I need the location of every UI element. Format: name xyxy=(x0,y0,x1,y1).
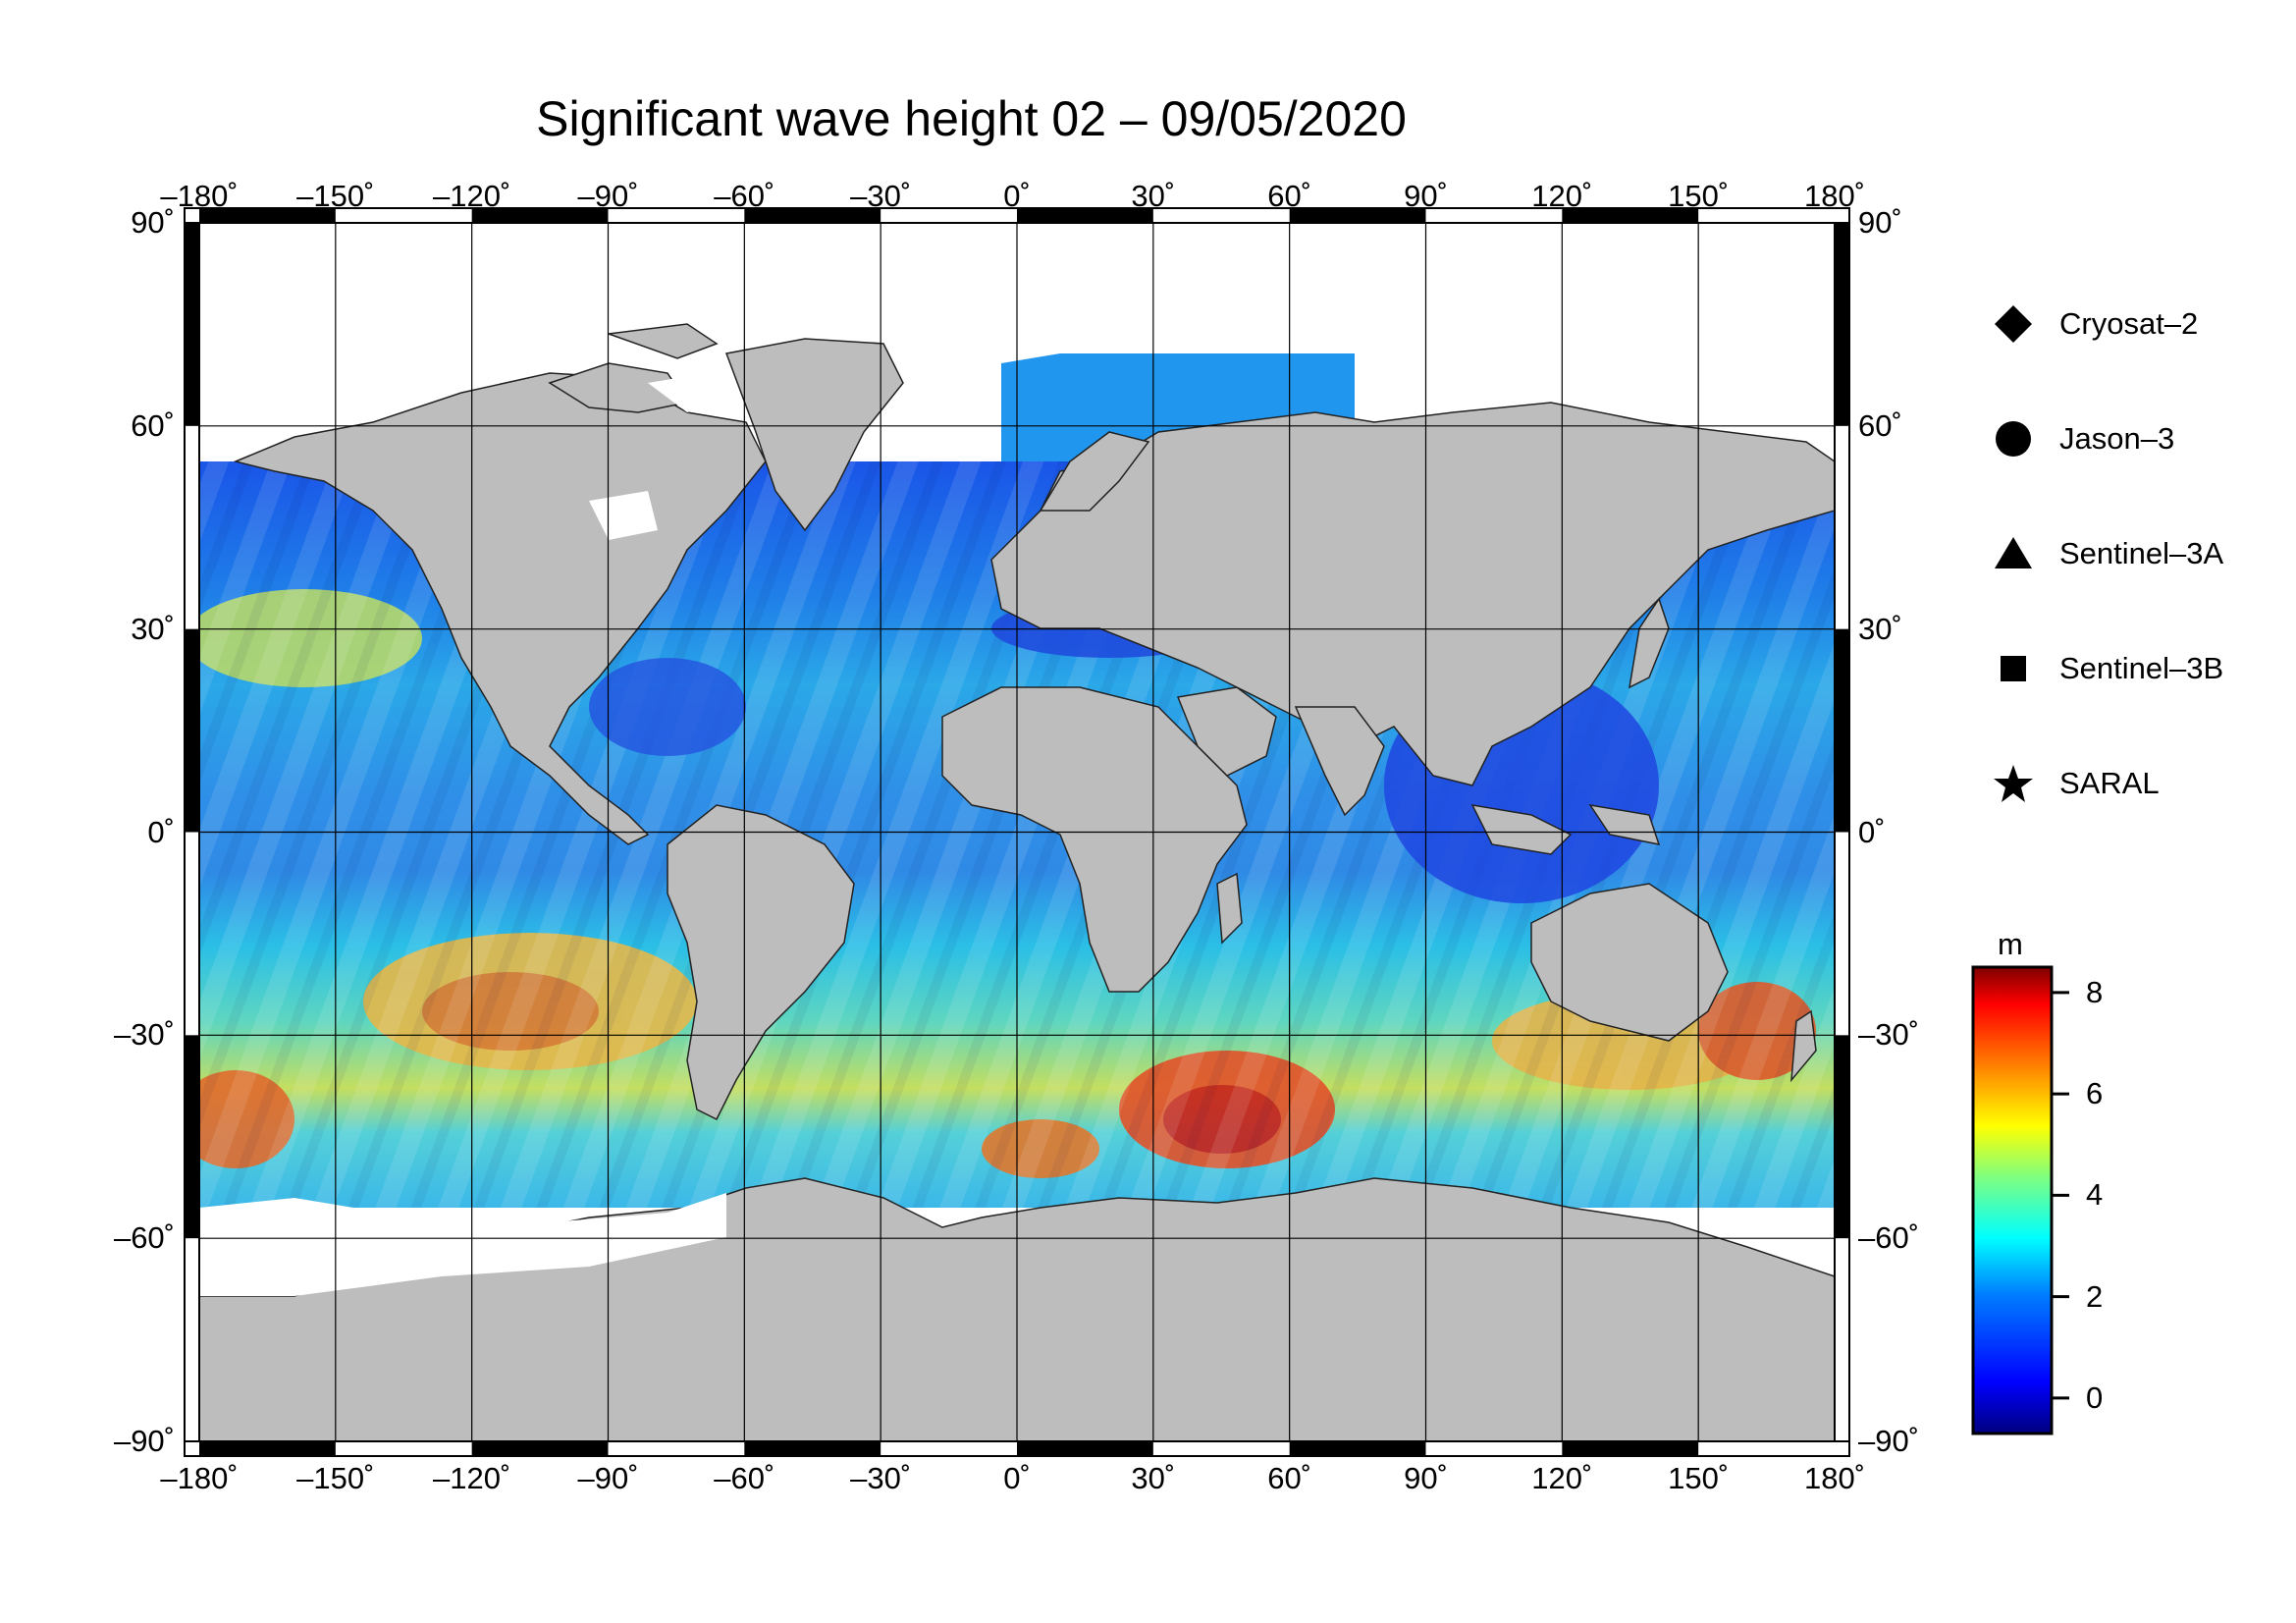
colorbar-unit: m xyxy=(1998,927,2023,961)
lon-tick-label-bottom: 150˚ xyxy=(1668,1461,1730,1495)
lon-tick-label-top: 60˚ xyxy=(1267,179,1312,213)
frame-check xyxy=(1562,1441,1699,1456)
legend-label: Sentinel–3B xyxy=(2059,651,2224,685)
lat-tick-label-right: 0˚ xyxy=(1858,814,1886,849)
frame-check xyxy=(744,208,881,223)
lat-tick-label-right: –30˚ xyxy=(1858,1017,1920,1053)
lon-tick-label-top: –30˚ xyxy=(850,179,912,213)
frame-check xyxy=(1289,208,1426,223)
colorbar-tick-label: 2 xyxy=(2086,1278,2104,1314)
frame-check xyxy=(471,1441,609,1456)
frame-check xyxy=(185,223,199,426)
frame-check xyxy=(1835,1035,1849,1239)
square-icon xyxy=(2001,656,2026,681)
lon-tick-label-top: –60˚ xyxy=(714,179,775,213)
lon-tick-label-bottom: –60˚ xyxy=(714,1461,775,1495)
frame-check xyxy=(471,208,609,223)
lat-tick-label-left: 30˚ xyxy=(131,611,175,646)
lat-tick-label-right: 60˚ xyxy=(1858,407,1902,443)
colorbar-tick-label: 0 xyxy=(2086,1380,2104,1415)
legend-label: Sentinel–3A xyxy=(2059,536,2224,570)
lon-tick-label-bottom: 0˚ xyxy=(1003,1461,1031,1495)
circle-icon xyxy=(1996,421,2031,457)
legend-label: SARAL xyxy=(2059,766,2160,800)
lon-tick-label-bottom: 120˚ xyxy=(1531,1461,1593,1495)
lat-tick-label-left: 90˚ xyxy=(131,205,175,240)
legend-label: Cryosat–2 xyxy=(2059,306,2199,341)
star-icon xyxy=(1994,765,2033,802)
frame-check xyxy=(1017,1441,1153,1456)
diamond-icon xyxy=(1995,305,2032,343)
frame-check xyxy=(1289,1441,1426,1456)
lon-tick-label-bottom: –180˚ xyxy=(160,1461,239,1495)
lon-tick-label-bottom: –150˚ xyxy=(296,1461,375,1495)
legend-item-sentinel-3a: Sentinel–3A xyxy=(1993,529,2223,578)
lon-tick-label-top: –180˚ xyxy=(160,179,239,213)
frame-check xyxy=(185,1035,199,1239)
lon-tick-label-top: 90˚ xyxy=(1404,179,1448,213)
lon-tick-label-top: 0˚ xyxy=(1003,179,1031,213)
colorbar xyxy=(1971,965,2054,1435)
lon-tick-label-bottom: –30˚ xyxy=(850,1461,912,1495)
frame-check xyxy=(199,1441,336,1456)
lat-tick-label-left: –90˚ xyxy=(113,1424,175,1458)
lon-tick-label-top: –90˚ xyxy=(577,179,639,213)
frame-check xyxy=(744,1441,881,1456)
legend-item-jason: Jason–3 xyxy=(1993,414,2174,463)
lat-tick-label-right: 90˚ xyxy=(1858,205,1902,240)
lon-tick-label-bottom: 180˚ xyxy=(1803,1461,1866,1495)
lon-tick-label-bottom: 60˚ xyxy=(1267,1461,1312,1495)
lon-tick-label-bottom: 30˚ xyxy=(1131,1461,1176,1495)
frame-check xyxy=(1562,208,1699,223)
lon-tick-label-top: 120˚ xyxy=(1531,179,1593,213)
colorbar-tick-label: 8 xyxy=(2086,974,2104,1009)
legend-label: Jason–3 xyxy=(2059,421,2175,456)
frame-check xyxy=(185,628,199,833)
lat-tick-label-right: 30˚ xyxy=(1858,611,1902,646)
frame-check xyxy=(199,208,336,223)
lon-tick-label-top: 30˚ xyxy=(1131,179,1176,213)
lat-tick-label-left: 0˚ xyxy=(147,814,175,849)
map-title: Significant wave height 02 – 09/05/2020 xyxy=(536,91,1407,146)
lat-tick-label-left: 60˚ xyxy=(131,407,175,443)
legend-item-cryosat: Cryosat–2 xyxy=(1993,299,2198,349)
lat-tick-label-left: –60˚ xyxy=(113,1220,175,1256)
lon-tick-label-top: –150˚ xyxy=(296,179,375,213)
lat-tick-label-left: –30˚ xyxy=(113,1017,175,1053)
lon-tick-label-top: –120˚ xyxy=(433,179,511,213)
frame-check xyxy=(1017,208,1153,223)
lat-tick-label-right: –60˚ xyxy=(1858,1220,1920,1256)
frame-check xyxy=(1835,223,1849,426)
lon-tick-label-bottom: –120˚ xyxy=(433,1461,511,1495)
legend-item-saral: SARAL xyxy=(1993,759,2160,808)
lon-tick-label-top: 150˚ xyxy=(1668,179,1730,213)
lon-tick-label-bottom: 90˚ xyxy=(1404,1461,1448,1495)
lon-tick-label-top: 180˚ xyxy=(1803,179,1866,213)
lon-tick-label-bottom: –90˚ xyxy=(577,1461,639,1495)
legend-item-sentinel-3b: Sentinel–3B xyxy=(1993,644,2223,693)
colorbar-tick-label: 6 xyxy=(2086,1076,2104,1111)
triangle-icon xyxy=(1995,537,2032,568)
colorbar-tick-label: 4 xyxy=(2086,1177,2104,1213)
frame-check xyxy=(1835,628,1849,833)
lat-tick-label-right: –90˚ xyxy=(1858,1424,1920,1458)
